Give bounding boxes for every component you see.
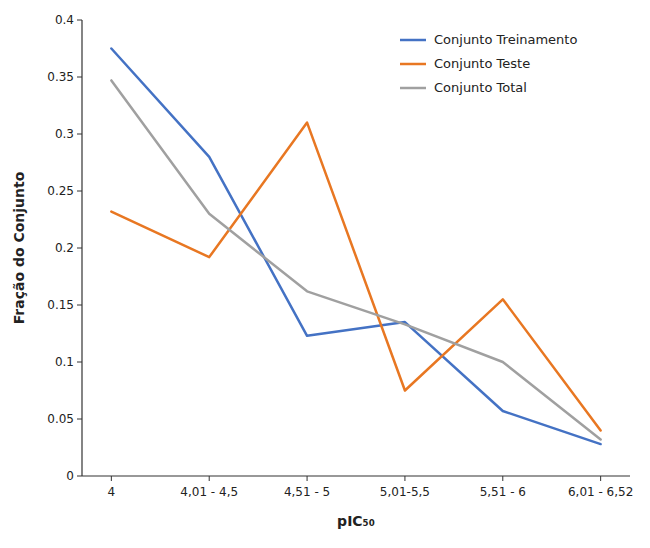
x-tick bbox=[404, 476, 405, 481]
y-tick-label: 0.35 bbox=[47, 70, 74, 84]
y-tick bbox=[77, 77, 82, 78]
series-line bbox=[111, 49, 600, 445]
series-line bbox=[111, 123, 600, 431]
legend-label: Conjunto Total bbox=[434, 80, 527, 95]
plot-area bbox=[111, 49, 600, 445]
y-tick bbox=[77, 248, 82, 249]
y-tick bbox=[77, 305, 82, 306]
x-tick-label: 4 bbox=[108, 485, 116, 499]
y-tick bbox=[77, 419, 82, 420]
x-tick-label: 5,01-5,5 bbox=[380, 485, 430, 499]
y-tick bbox=[77, 476, 82, 477]
legend-swatch bbox=[400, 39, 426, 42]
y-tick bbox=[77, 362, 82, 363]
legend-swatch bbox=[400, 87, 426, 90]
x-tick bbox=[600, 476, 601, 481]
y-tick bbox=[77, 134, 82, 135]
legend-label: Conjunto Teste bbox=[434, 56, 530, 71]
y-tick-label: 0.4 bbox=[55, 13, 74, 27]
y-axis-label: Fração do Conjunto bbox=[11, 171, 27, 324]
legend-swatch bbox=[400, 63, 426, 66]
x-tick bbox=[209, 476, 210, 481]
y-tick-label: 0 bbox=[66, 469, 74, 483]
y-tick-label: 0.3 bbox=[55, 127, 74, 141]
x-tick-label: 5,51 - 6 bbox=[480, 485, 526, 499]
x-tick bbox=[502, 476, 503, 481]
x-axis-line bbox=[82, 475, 630, 476]
chart-svg: 0 0.05 0.1 0.15 0.2 0.25 0.3 0.35 0.4 4 4,01 - 4,5… bbox=[0, 0, 650, 548]
y-tick-label: 0.05 bbox=[47, 412, 74, 426]
y-tick-label: 0.1 bbox=[55, 355, 74, 369]
y-tick bbox=[77, 20, 82, 21]
x-tick-label: 4,01 - 4,5 bbox=[180, 485, 238, 499]
y-tick-label: 0.2 bbox=[55, 241, 74, 255]
chart-container: 0 0.05 0.1 0.15 0.2 0.25 0.3 0.35 0.4 4 4,01 - 4,5… bbox=[0, 0, 650, 548]
y-tick-label: 0.25 bbox=[47, 184, 74, 198]
x-tick bbox=[111, 476, 112, 481]
legend: Conjunto Treinamento Conjunto Teste Conjun… bbox=[400, 32, 577, 95]
x-tick-label: 6,01 - 6,52 bbox=[568, 485, 633, 499]
x-tick-label: 4,51 - 5 bbox=[284, 485, 330, 499]
x-tick bbox=[307, 476, 308, 481]
y-tick bbox=[77, 191, 82, 192]
x-axis-label: pIC₅₀ bbox=[337, 513, 375, 529]
series-line bbox=[111, 80, 600, 439]
legend-label: Conjunto Treinamento bbox=[434, 32, 577, 47]
y-tick-label: 0.15 bbox=[47, 298, 74, 312]
